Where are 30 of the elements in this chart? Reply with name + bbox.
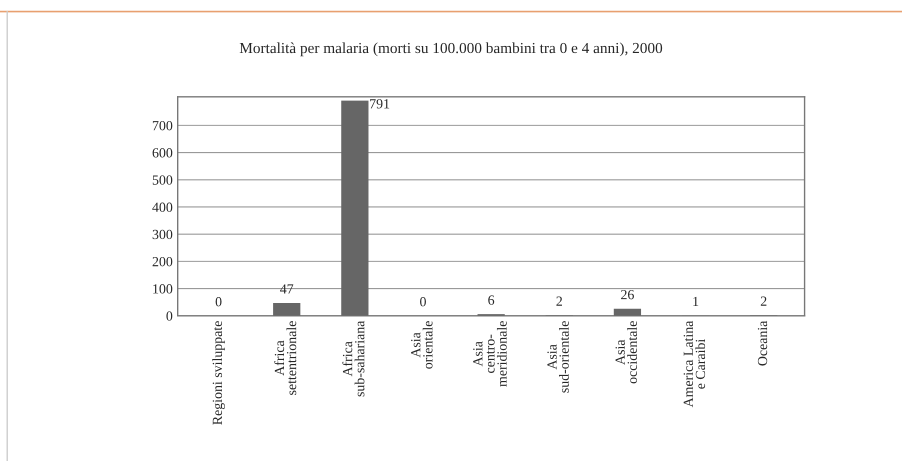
x-tick-label: Africa sub-sahariana (342, 320, 364, 396)
data-label: 0 (216, 297, 222, 306)
x-tick-label: America Latina e Caraibi (684, 320, 706, 408)
chart-title: Mortalità per malaria (morti su 100.000 bambini tra 0 e 4 anni), 2000 (240, 42, 662, 56)
bar (341, 100, 368, 316)
x-tick-label: Africa settentrionale (274, 321, 296, 395)
data-label: 1 (693, 296, 698, 306)
data-label: 47 (280, 284, 294, 294)
data-label: 0 (420, 297, 426, 306)
x-tick-label: Regioni sviluppate (212, 321, 225, 425)
x-tick-label: Asia orientale (411, 321, 433, 369)
data-label: 6 (488, 295, 494, 305)
data-label: 26 (621, 290, 634, 300)
x-tick-label: Asia centro- meridionale (473, 321, 507, 387)
data-label: 2 (760, 296, 766, 306)
bar (614, 308, 642, 316)
y-tick-label: 600 (152, 148, 172, 158)
y-tick-label: 0 (166, 311, 172, 321)
bar (273, 303, 300, 316)
x-tick-label: Asia sud-orientale (547, 321, 569, 393)
x-tick-label: Asia occidentale (616, 321, 637, 384)
y-tick-label: 100 (153, 284, 172, 294)
y-tick-label: 400 (152, 202, 172, 212)
y-tick-label: 700 (152, 120, 172, 130)
x-tick-label: Oceania (758, 320, 768, 366)
data-label: 2 (556, 296, 562, 306)
data-label: 791 (370, 99, 390, 108)
y-tick-label: 300 (152, 230, 172, 240)
y-tick-label: 200 (152, 256, 172, 266)
y-tick-label: 500 (152, 175, 172, 185)
